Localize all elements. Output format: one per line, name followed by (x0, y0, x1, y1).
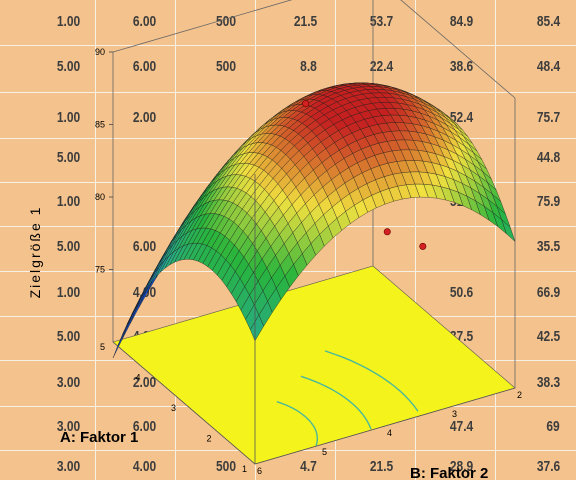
b-tick-label: 4 (387, 428, 392, 438)
a-tick-label: 4 (135, 373, 140, 383)
box-edge (112, 341, 256, 465)
b-tick-label: 5 (322, 447, 327, 457)
design-point (419, 242, 427, 250)
table-cell: 48.4 (536, 58, 560, 75)
table-cell: 66.9 (536, 284, 560, 301)
table-cell: 22.4 (369, 58, 393, 75)
table-cell: 44.8 (536, 149, 560, 166)
table-column-divider (495, 0, 496, 480)
design-point (302, 100, 310, 108)
table-cell: 4.7 (300, 458, 317, 475)
table-cell: 2.00 (132, 374, 156, 391)
surface-cell (250, 314, 264, 342)
table-column-divider (415, 0, 416, 480)
table-cell: 28.9 (449, 458, 473, 475)
z-tick-label: 90 (95, 47, 105, 57)
floor-plane (112, 265, 516, 465)
table-cell: 1.00 (56, 13, 80, 30)
table-cell: 3.00 (56, 458, 80, 475)
table-cell: 6.00 (132, 238, 156, 255)
table-cell: 21.5 (369, 458, 393, 475)
table-cell: 1.00 (56, 284, 80, 301)
table-cell: 85.4 (536, 13, 560, 30)
table-cell: 5.00 (56, 58, 80, 75)
table-cell: 75.7 (536, 109, 560, 126)
axis-box-front: 5 4 3 2 1 6 5 4 3 2 (100, 174, 522, 476)
table-cell: 50.6 (449, 284, 473, 301)
table-cell: 1.00 (56, 109, 80, 126)
a-axis-label: A: Faktor 1 (60, 429, 138, 446)
table-cell: 84.9 (449, 13, 473, 30)
a-tick-label: 3 (171, 403, 176, 413)
table-cell: 500 (215, 458, 236, 475)
table-cell: 500 (215, 58, 236, 75)
table-column-divider (95, 0, 96, 480)
table-row-divider (0, 45, 576, 46)
table-cell: 53.7 (369, 13, 393, 30)
contour-line (324, 350, 419, 412)
surface-cell (145, 266, 160, 290)
design-point (383, 228, 391, 236)
z-axis-label: Zielgröße 1 (27, 206, 43, 299)
z-tick-label: 80 (95, 192, 105, 202)
table-cell: 6.00 (132, 58, 156, 75)
table-cell: 5.00 (56, 238, 80, 255)
axis-labels: Zielgröße 1 A: Faktor 1 B: Faktor 2 (27, 206, 488, 482)
table-cell: 37.6 (536, 458, 560, 475)
a-tick-label: 1 (242, 464, 247, 474)
contour-floor (112, 265, 516, 465)
table-cell: 21.5 (293, 13, 317, 30)
table-cell: 6.00 (132, 13, 156, 30)
box-edge (112, 0, 293, 53)
table-cell: 38.6 (449, 58, 473, 75)
b-tick-label: 6 (257, 466, 262, 476)
box-edge (254, 387, 516, 465)
table-cell: 6.00 (132, 418, 156, 435)
table-cell: 42.5 (536, 328, 560, 345)
table-cell: 3.00 (56, 418, 80, 435)
table-cell: 8.8 (300, 58, 317, 75)
z-tick-label: 85 (95, 120, 105, 130)
table-cell: 5.00 (56, 149, 80, 166)
z-tick-label: 75 (95, 265, 105, 275)
table-column-divider (335, 0, 336, 480)
table-cell: 3.00 (56, 374, 80, 391)
b-axis-label: B: Faktor 2 (410, 465, 488, 482)
contour-line (276, 400, 318, 447)
a-tick-label: 5 (100, 342, 105, 352)
table-cell: 5.00 (56, 328, 80, 345)
table-row-divider (0, 92, 576, 93)
table-cell: 38.3 (536, 374, 560, 391)
table-cell: 2.00 (132, 109, 156, 126)
surface-cell (138, 280, 153, 308)
b-tick-label: 3 (452, 409, 457, 419)
table-cell: 69 (546, 418, 560, 435)
box-edge (400, 0, 516, 99)
b-tick-label: 2 (517, 390, 522, 400)
contour-line (300, 375, 372, 430)
table-cell: 47.4 (449, 418, 473, 435)
table-cell: 1.00 (56, 193, 80, 210)
surface-cell (130, 295, 144, 324)
table-cell: 52.4 (449, 109, 473, 126)
table-cell: 35.5 (536, 238, 560, 255)
table-cell: 4.00 (132, 458, 156, 475)
surface-cell (150, 260, 165, 284)
a-tick-label: 2 (206, 434, 211, 444)
table-cell: 75.9 (536, 193, 560, 210)
